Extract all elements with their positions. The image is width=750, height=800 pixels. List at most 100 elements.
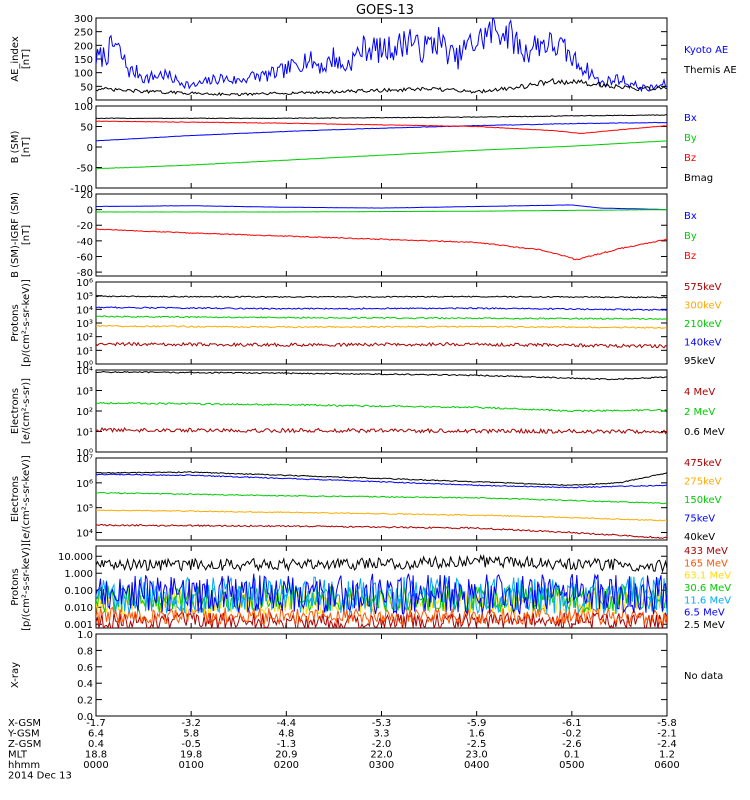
- legend-entry: Bx: [684, 211, 697, 222]
- y-tick-label: 100: [74, 102, 93, 113]
- ephemeris-value: 18.8: [85, 750, 107, 761]
- ephemeris-value: 3.3: [374, 729, 390, 740]
- legend-entry: 433 MeV: [684, 546, 728, 557]
- series-group: [96, 295, 667, 349]
- ephemeris-value: 0000: [83, 760, 108, 771]
- legend-entry: 150keV: [684, 495, 722, 506]
- ephemeris-value: 23.0: [466, 750, 488, 761]
- series-line-kyoto-ae: [96, 18, 667, 93]
- y-axis-label-line2: [p/(cm²-s-sr-keV)]: [21, 279, 32, 367]
- series-line-bmag: [96, 114, 667, 120]
- series-line-95kev: [96, 295, 667, 299]
- series-line-4-mev: [96, 426, 667, 435]
- y-axis-label: Protons [p/(cm²-s-sr-keV)]: [10, 279, 32, 367]
- ephemeris-value: -0.2: [562, 729, 582, 740]
- series-line-210kev: [96, 315, 667, 320]
- y-tick-label: 50: [80, 82, 93, 93]
- y-tick-label: 0: [87, 206, 93, 217]
- ephemeris-value: 0600: [654, 760, 679, 771]
- ephemeris-value: -6.1: [562, 718, 582, 729]
- y-tick-label: 0.8: [77, 646, 93, 657]
- plot-date: 2014 Dec 13: [8, 771, 72, 782]
- ephemeris-value: 20.9: [275, 750, 297, 761]
- panel-3: 20 0 -20 -40 -60 -80 B (SM)-IGRF (SM) [nT] Bx By B…: [10, 190, 697, 279]
- series-line-140kev: [96, 306, 667, 311]
- panel-8: 1.0 0.8 0.6 0.4 0.2 0.0 X-ray No data: [10, 630, 723, 723]
- ephemeris-row-label: X-GSM: [8, 718, 41, 729]
- legend-entry: 0.6 MeV: [684, 427, 725, 438]
- series-line-2-5-mev: [96, 553, 667, 574]
- ephemeris-value: 4.8: [278, 729, 294, 740]
- ephemeris-value: -2.5: [467, 739, 487, 750]
- y-axis-label-line1: Electrons: [10, 388, 21, 434]
- y-tick-label: 10⁷: [76, 454, 93, 465]
- legend-entry: 475keV: [684, 458, 722, 469]
- series-line-275kev: [96, 509, 667, 522]
- series-line-bx: [96, 121, 667, 142]
- panel-4: 10⁶ 10⁵ 10⁴ 10³ 10² 10¹ 10⁰ Protons [p/(cm²-s-sr…: [10, 278, 722, 371]
- series-line-bx: [96, 204, 667, 211]
- series-group: [96, 471, 667, 539]
- ephemeris-value: 0100: [178, 760, 203, 771]
- y-tick-label: 10⁰: [76, 448, 93, 459]
- y-tick-label: 10⁵: [76, 292, 93, 303]
- legend-entry: 75keV: [684, 514, 715, 525]
- ephemeris-value: 0200: [274, 760, 299, 771]
- y-tick-label: -50: [77, 164, 93, 175]
- y-axis-label-line2: [e/(cm²-s-sr-keV)]: [21, 455, 32, 543]
- y-tick-label: 150: [74, 55, 93, 66]
- series-line-475kev: [96, 523, 667, 539]
- y-tick-label: 1.0: [77, 630, 93, 641]
- legend-entry: 210keV: [684, 319, 722, 330]
- y-axis-label-line1: Protons: [10, 304, 21, 341]
- panel-5: 10⁴ 10³ 10² 10¹ 10⁰ Electrons [e/(cm²-s-sr)] 4 …: [10, 366, 725, 459]
- legend-entry: 6.5 MeV: [684, 608, 725, 619]
- panel-frame: [95, 633, 668, 717]
- y-axis-label: AE_index [nT]: [10, 36, 32, 82]
- y-axis-label-line1: Protons: [10, 568, 21, 605]
- y-tick-label: -60: [77, 252, 93, 263]
- ephemeris-value: 22.0: [370, 750, 392, 761]
- y-tick-label: 0.6: [77, 663, 93, 674]
- ephemeris-value: -2.6: [562, 739, 582, 750]
- series-line-300kev: [96, 324, 667, 329]
- series-line-0-6-mev: [96, 370, 667, 381]
- y-axis-label: B (SM) [nT]: [10, 130, 32, 163]
- series-group: [96, 370, 667, 435]
- legend-entry: 30.6 MeV: [684, 583, 731, 594]
- y-tick-label: 50: [80, 123, 93, 134]
- legend-entry: Bz: [684, 153, 696, 164]
- y-tick-label: 0: [87, 143, 93, 154]
- legend-entry: No data: [684, 671, 723, 682]
- series-line-40kev: [96, 471, 667, 486]
- ephemeris-value: 0.4: [88, 739, 104, 750]
- ephemeris-value: -2.0: [372, 739, 392, 750]
- y-tick-label: 0.001: [64, 620, 93, 631]
- legend-entry: 4 MeV: [684, 387, 715, 398]
- ephemeris-value: 0500: [559, 760, 584, 771]
- y-axis-label: X-ray: [10, 662, 21, 688]
- panel-frame: [95, 457, 668, 541]
- legend-entry: 63.1 MeV: [684, 571, 731, 582]
- y-tick-label: 250: [74, 28, 93, 39]
- series-line-6-5-mev: [96, 573, 667, 615]
- y-axis-label: Electrons [e/(cm²-s-sr-keV)]: [10, 455, 32, 543]
- y-axis-label-line1: X-ray: [10, 662, 21, 688]
- y-axis-label-line1: AE_index: [10, 36, 21, 82]
- ephemeris-row-label: Z-GSM: [8, 739, 41, 750]
- y-axis-label: B (SM)-IGRF (SM) [nT]: [10, 192, 32, 278]
- y-tick-label: 10⁶: [76, 479, 93, 490]
- y-tick-label: -100: [70, 184, 93, 195]
- y-tick-label: 0.100: [64, 586, 93, 597]
- ephemeris-value: -2.4: [657, 739, 677, 750]
- legend-entry: 11.6 MeV: [684, 595, 731, 606]
- series-line-by: [96, 209, 667, 213]
- y-tick-label: 200: [74, 41, 93, 52]
- series-group: [96, 114, 667, 170]
- ephemeris-value: -4.4: [277, 718, 297, 729]
- series-line-2-mev: [96, 401, 667, 413]
- ephemeris-value: 6.4: [88, 729, 104, 740]
- ephemeris-value: -5.9: [467, 718, 487, 729]
- ephemeris-value: -5.8: [657, 718, 677, 729]
